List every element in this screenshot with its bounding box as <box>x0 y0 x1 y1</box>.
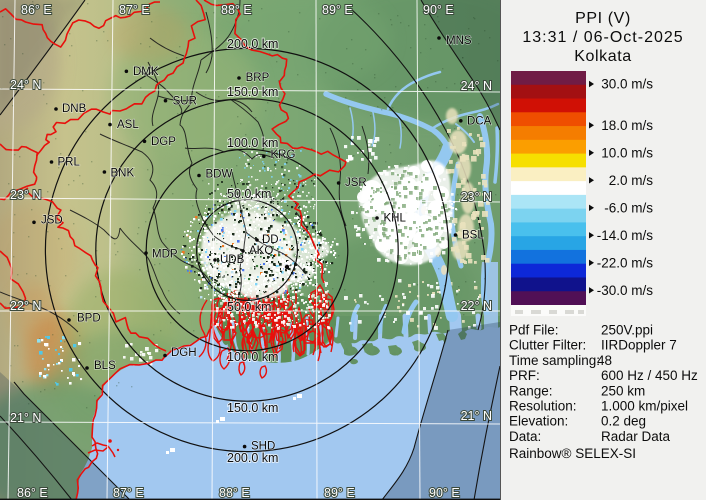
svg-text:200.0 km: 200.0 km <box>227 451 278 465</box>
svg-text:JSR: JSR <box>345 177 367 189</box>
svg-text:BRP: BRP <box>246 72 270 84</box>
svg-text:22° N: 22° N <box>461 299 492 313</box>
svg-text:DD: DD <box>262 234 279 246</box>
svg-text:ASL: ASL <box>117 119 139 131</box>
svg-text:Clutter Filter:: Clutter Filter: <box>509 338 586 353</box>
svg-text:100.0 km: 100.0 km <box>227 350 278 364</box>
svg-text:87° E: 87° E <box>113 486 144 500</box>
svg-text:Pdf File:: Pdf File: <box>509 323 559 338</box>
svg-text:BSL: BSL <box>462 230 484 242</box>
svg-text:0.2 deg: 0.2 deg <box>601 414 646 429</box>
svg-text:24° N: 24° N <box>10 78 41 92</box>
svg-text:PRF:: PRF: <box>509 368 540 383</box>
svg-text:88° E: 88° E <box>219 486 250 500</box>
svg-text:Rainbow® SELEX-SI: Rainbow® SELEX-SI <box>509 446 636 461</box>
svg-text:MDP: MDP <box>152 249 178 261</box>
svg-text:Radar Data: Radar Data <box>601 429 671 444</box>
svg-text:23° N: 23° N <box>10 188 41 202</box>
svg-text:1.000 km/pixel: 1.000 km/pixel <box>601 399 688 414</box>
svg-text:PRL: PRL <box>58 157 81 169</box>
svg-text:18.0 m/s: 18.0 m/s <box>601 118 653 133</box>
svg-text:89° E: 89° E <box>322 3 353 17</box>
svg-text:Resolution:: Resolution: <box>509 399 577 414</box>
svg-text:BPD: BPD <box>77 313 101 325</box>
svg-text:-30.0 m/s: -30.0 m/s <box>597 283 654 298</box>
svg-text:-14.0 m/s: -14.0 m/s <box>597 228 654 243</box>
svg-text:DNB: DNB <box>62 103 87 115</box>
svg-text:21° N: 21° N <box>461 409 492 423</box>
svg-text:89° E: 89° E <box>324 486 355 500</box>
svg-text:86° E: 86° E <box>17 486 48 500</box>
svg-text:13:31 / 06-Oct-2025: 13:31 / 06-Oct-2025 <box>522 29 683 46</box>
svg-text:Time sampling:: Time sampling: <box>509 353 600 368</box>
svg-text:DGP: DGP <box>151 136 176 148</box>
svg-text:24° N: 24° N <box>461 79 492 93</box>
svg-text:Kolkata: Kolkata <box>574 48 632 65</box>
svg-text:IIRDoppler 7: IIRDoppler 7 <box>601 338 677 353</box>
svg-text:BNK: BNK <box>111 168 135 180</box>
svg-text:DMK: DMK <box>133 66 159 78</box>
svg-text:600 Hz / 450 Hz: 600 Hz / 450 Hz <box>601 368 698 383</box>
svg-text:90° E: 90° E <box>429 486 460 500</box>
svg-text:2.0 m/s: 2.0 m/s <box>609 173 654 188</box>
svg-text:87° E: 87° E <box>119 3 150 17</box>
svg-text:150.0 km: 150.0 km <box>227 401 278 415</box>
svg-text:48: 48 <box>597 353 612 368</box>
svg-text:UDB: UDB <box>220 254 245 266</box>
svg-text:BLS: BLS <box>94 360 116 372</box>
svg-text:90° E: 90° E <box>423 3 454 17</box>
svg-text:KRG: KRG <box>271 149 296 161</box>
svg-text:KHL: KHL <box>384 213 407 225</box>
svg-text:Elevation:: Elevation: <box>509 414 568 429</box>
svg-text:DGH: DGH <box>171 347 197 359</box>
svg-text:250 km: 250 km <box>601 383 645 398</box>
svg-text:AKO: AKO <box>249 245 273 257</box>
svg-text:200.0 km: 200.0 km <box>227 37 278 51</box>
svg-text:50.0 km: 50.0 km <box>227 300 271 314</box>
svg-text:DCA: DCA <box>467 116 492 128</box>
svg-text:100.0 km: 100.0 km <box>227 136 278 150</box>
svg-text:SHD: SHD <box>251 441 275 453</box>
svg-text:MNS: MNS <box>446 35 472 47</box>
svg-text:BDW: BDW <box>206 169 233 181</box>
svg-text:JSD: JSD <box>41 215 63 227</box>
svg-text:150.0 km: 150.0 km <box>227 85 278 99</box>
svg-text:88° E: 88° E <box>221 3 252 17</box>
svg-text:-6.0 m/s: -6.0 m/s <box>604 201 653 216</box>
svg-text:PPI (V): PPI (V) <box>575 10 631 27</box>
svg-text:23° N: 23° N <box>461 190 492 204</box>
svg-text:10.0 m/s: 10.0 m/s <box>601 146 653 161</box>
svg-text:SUR: SUR <box>173 96 197 108</box>
svg-text:-22.0 m/s: -22.0 m/s <box>597 256 654 271</box>
svg-text:21° N: 21° N <box>10 411 41 425</box>
svg-text:250V.ppi: 250V.ppi <box>601 323 653 338</box>
svg-text:Range:: Range: <box>509 383 553 398</box>
svg-text:30.0 m/s: 30.0 m/s <box>601 77 653 92</box>
svg-text:50.0 km: 50.0 km <box>227 187 271 201</box>
svg-text:22° N: 22° N <box>10 299 41 313</box>
svg-text:Data:: Data: <box>509 429 541 444</box>
svg-text:86° E: 86° E <box>21 3 52 17</box>
